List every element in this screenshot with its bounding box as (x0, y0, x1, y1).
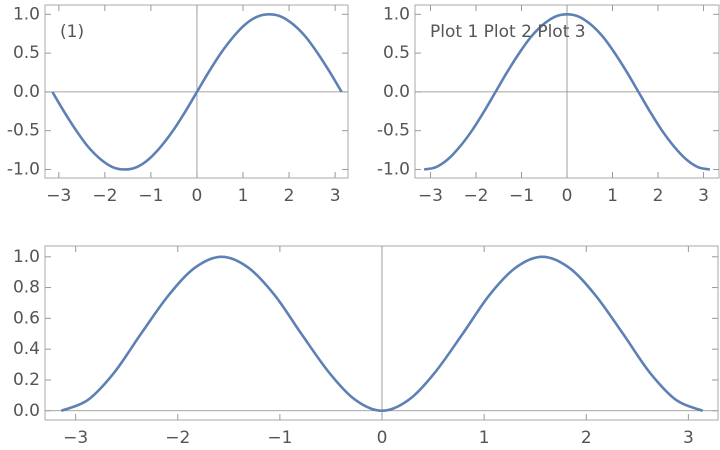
x-tick-label: 3 (330, 186, 341, 206)
y-tick-label: 0.0 (13, 82, 40, 102)
y-tick-label: 1.0 (383, 4, 410, 24)
x-tick-label: 2 (581, 428, 592, 448)
x-tick-label: 0 (377, 428, 388, 448)
x-tick-label: 0 (562, 186, 573, 206)
y-tick-label: -0.5 (377, 121, 410, 141)
y-tick-label: -1.0 (377, 159, 410, 179)
x-tick-label: 3 (683, 428, 694, 448)
y-tick-label: 1.0 (13, 247, 40, 267)
y-tick-label: 1.0 (13, 4, 40, 24)
x-tick-label: −3 (418, 186, 443, 206)
x-tick-label: −2 (463, 186, 488, 206)
curve (51, 13, 343, 171)
x-tick-label: 1 (607, 186, 618, 206)
y-tick-label: 0.8 (13, 278, 40, 298)
y-tick-label: 0.5 (383, 43, 410, 63)
curve (60, 255, 704, 413)
curve (423, 13, 711, 171)
y-tick-label: 0.5 (13, 43, 40, 63)
frame (44, 245, 719, 421)
y-tick-label: 0.0 (13, 401, 40, 421)
x-tick-label: 1 (238, 186, 249, 206)
x-tick-label: −2 (92, 186, 117, 206)
y-tick-label: -1.0 (7, 159, 40, 179)
x-tick-label: −1 (509, 186, 534, 206)
x-tick-label: 2 (284, 186, 295, 206)
annotation: Plot 1 Plot 2 Plot 3 (430, 22, 586, 42)
x-tick-label: −1 (267, 428, 292, 448)
y-tick-label: -0.5 (7, 121, 40, 141)
x-tick-label: 2 (653, 186, 664, 206)
annotation: (1) (60, 22, 84, 42)
x-tick-label: −2 (165, 428, 190, 448)
x-tick-label: 0 (192, 186, 203, 206)
x-tick-label: −3 (46, 186, 71, 206)
x-tick-label: −3 (63, 428, 88, 448)
x-tick-label: −1 (138, 186, 163, 206)
y-tick-label: 0.4 (13, 339, 40, 359)
x-tick-label: 3 (698, 186, 709, 206)
x-tick-label: 1 (479, 428, 490, 448)
y-tick-label: 0.0 (383, 82, 410, 102)
y-tick-label: 0.6 (13, 308, 40, 328)
y-tick-label: 0.2 (13, 370, 40, 390)
